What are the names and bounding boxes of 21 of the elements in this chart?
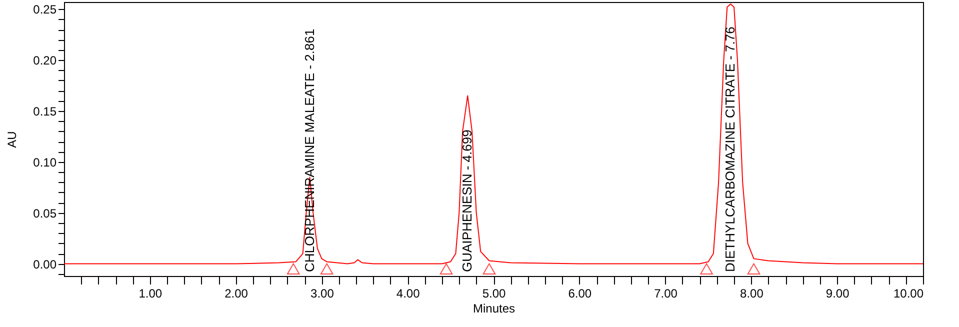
x-tick-label: 7.00 [654,286,678,300]
annotation: CHLORPHENIRAMINE MALEATE - 2.861 [302,28,317,272]
x-axis-title: Minutes [472,302,516,316]
y-axis-title: AU [5,131,20,148]
x-tick-label: 9.00 [826,286,850,300]
y-tick-label: 0.05 [33,206,57,220]
x-tick-label: 3.00 [310,286,334,300]
x-tick-label: 5.00 [482,286,506,300]
annotation: GUAIPHENESIN - 4.699 [460,130,475,272]
x-tick-label: 4.00 [396,286,420,300]
y-tick-label: 0.10 [33,155,57,170]
x-tick-label: 10.00 [893,286,924,300]
y-tick-label: 0.00 [33,257,57,272]
x-tick-label: 2.00 [224,286,248,300]
annotation: DIETHYLCARBOMAZINE CITRATE - 7.76 [722,26,738,272]
y-tick-label: 0.25 [33,2,57,17]
x-tick-label: 1.00 [138,286,162,300]
x-tick-label: 8.00 [740,286,764,300]
y-tick-label: 0.20 [33,54,57,68]
x-tick-label: 6.00 [568,286,592,300]
y-tick-label: 0.15 [33,104,57,118]
